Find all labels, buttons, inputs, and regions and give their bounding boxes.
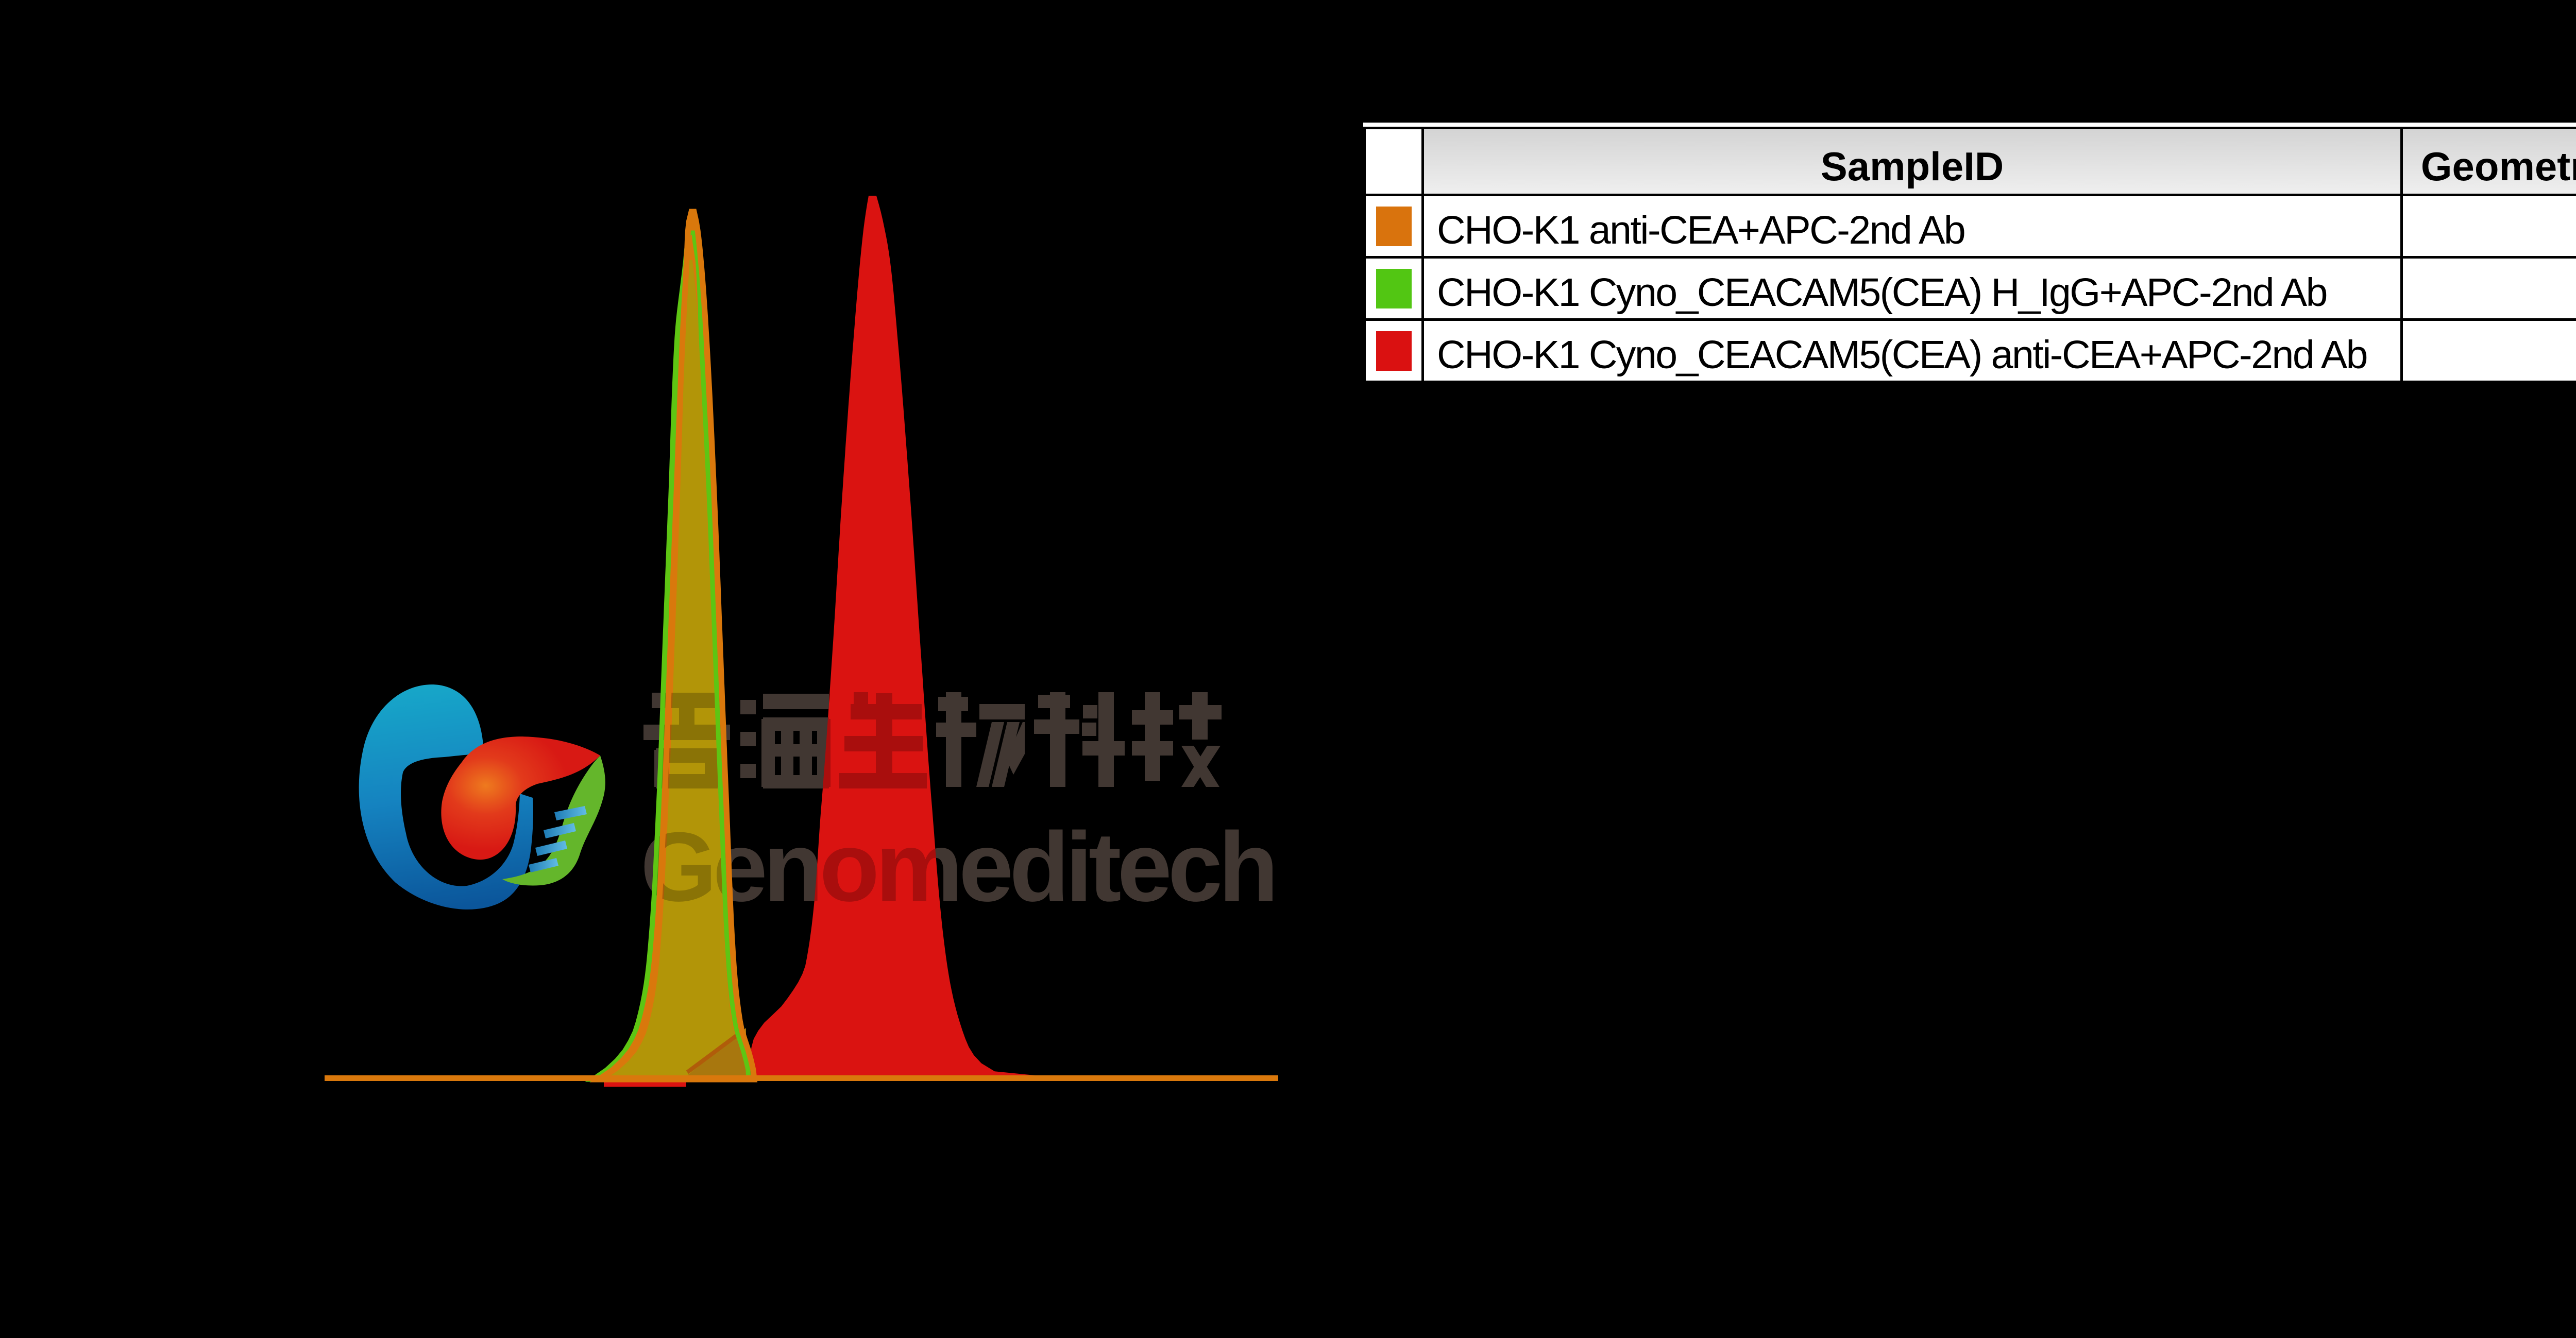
svg-text:Genomeditech: Genomeditech — [640, 812, 1275, 922]
svg-text:Genomeditech: Genomeditech — [640, 812, 1275, 922]
